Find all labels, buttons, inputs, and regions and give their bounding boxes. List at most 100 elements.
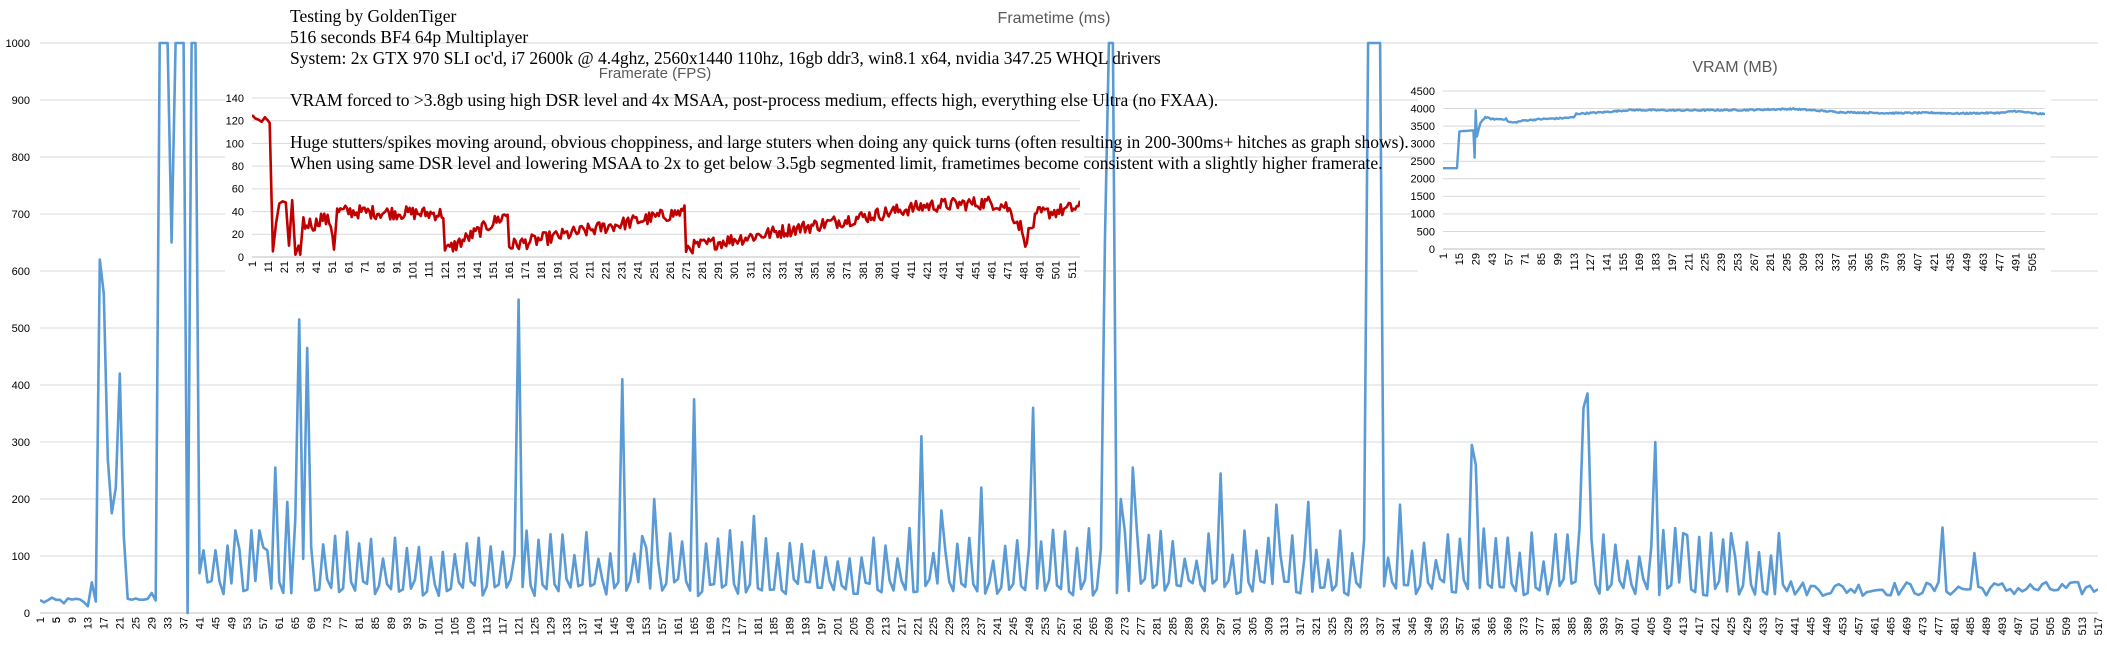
x-tick-label: 185 bbox=[769, 617, 781, 635]
x-tick-label: 333 bbox=[1359, 617, 1371, 635]
x-tick-label: 225 bbox=[1700, 253, 1712, 271]
x-tick-label: 281 bbox=[697, 261, 709, 279]
y-tick-label: 1000 bbox=[6, 38, 30, 50]
x-tick-label: 21 bbox=[115, 617, 127, 629]
x-tick-label: 99 bbox=[1552, 253, 1564, 265]
x-tick-label: 421 bbox=[1929, 253, 1941, 271]
x-tick-label: 477 bbox=[1933, 617, 1945, 635]
x-tick-label: 165 bbox=[689, 617, 701, 635]
x-tick-label: 277 bbox=[1136, 617, 1148, 635]
x-tick-label: 305 bbox=[1247, 617, 1259, 635]
x-tick-label: 51 bbox=[327, 261, 339, 273]
x-tick-label: 361 bbox=[1471, 617, 1483, 635]
x-tick-label: 341 bbox=[793, 261, 805, 279]
x-tick-label: 101 bbox=[408, 261, 420, 279]
x-tick-label: 281 bbox=[1765, 253, 1777, 271]
x-tick-label: 281 bbox=[1152, 617, 1164, 635]
x-tick-label: 73 bbox=[322, 617, 334, 629]
vram-chart: VRAM (MB) 0 500 1000 1500 2000 2500 3000 3500 400… bbox=[1411, 50, 2051, 300]
x-tick-label: 113 bbox=[482, 617, 494, 635]
x-tick-label: 361 bbox=[826, 261, 838, 279]
x-tick-label: 233 bbox=[960, 617, 972, 635]
notes-gap bbox=[290, 69, 1430, 90]
x-tick-label: 441 bbox=[1790, 617, 1802, 635]
x-tick-label: 295 bbox=[1782, 253, 1794, 271]
chart-title: Frametime (ms) bbox=[998, 10, 1111, 27]
x-tick-label: 133 bbox=[561, 617, 573, 635]
x-tick-label: 289 bbox=[1184, 617, 1196, 635]
y-tick-label: 300 bbox=[12, 437, 30, 449]
x-tick-label: 105 bbox=[450, 617, 462, 635]
x-tick-label: 501 bbox=[1051, 261, 1063, 279]
x-tick-label: 257 bbox=[1056, 617, 1068, 635]
x-tick-label: 431 bbox=[938, 261, 950, 279]
x-tick-label: 5 bbox=[51, 617, 63, 623]
y-tick-label: 3500 bbox=[1411, 121, 1435, 133]
x-tick-label: 21 bbox=[279, 261, 291, 273]
x-tick-label: 129 bbox=[545, 617, 557, 635]
x-tick-label: 457 bbox=[1854, 617, 1866, 635]
x-tick-label: 81 bbox=[375, 261, 387, 273]
x-tick-label: 337 bbox=[1831, 253, 1843, 271]
x-tick-label: 213 bbox=[880, 617, 892, 635]
x-tick-label: 453 bbox=[1838, 617, 1850, 635]
x-tick-label: 91 bbox=[392, 261, 404, 273]
y-tick-label: 60 bbox=[232, 184, 244, 196]
y-tick-label: 500 bbox=[12, 323, 30, 335]
x-tick-label: 401 bbox=[890, 261, 902, 279]
x-tick-label: 369 bbox=[1503, 617, 1515, 635]
x-tick-label: 353 bbox=[1439, 617, 1451, 635]
y-tick-label: 4000 bbox=[1411, 103, 1435, 115]
x-tick-label: 125 bbox=[529, 617, 541, 635]
x-tick-label: 205 bbox=[848, 617, 860, 635]
x-tick-label: 309 bbox=[1263, 617, 1275, 635]
y-tick-label: 400 bbox=[12, 380, 30, 392]
x-tick-label: 445 bbox=[1806, 617, 1818, 635]
y-tick-label: 100 bbox=[226, 138, 244, 150]
x-tick-label: 471 bbox=[1003, 261, 1015, 279]
x-tick-label: 449 bbox=[1962, 253, 1974, 271]
x-tick-label: 121 bbox=[440, 261, 452, 279]
x-tick-label: 421 bbox=[1710, 617, 1722, 635]
x-tick-label: 323 bbox=[1814, 253, 1826, 271]
x-tick-label: 77 bbox=[338, 617, 350, 629]
x-tick-label: 61 bbox=[343, 261, 355, 273]
series-line bbox=[40, 41, 2098, 615]
x-tick-label: 101 bbox=[434, 617, 446, 635]
x-tick-label: 131 bbox=[456, 261, 468, 279]
x-tick-label: 29 bbox=[1471, 253, 1483, 265]
x-tick-label: 241 bbox=[633, 261, 645, 279]
x-tick-label: 41 bbox=[194, 617, 206, 629]
x-tick-label: 1 bbox=[1438, 253, 1450, 259]
x-tick-label: 491 bbox=[2011, 253, 2023, 271]
x-tick-label: 351 bbox=[1847, 253, 1859, 271]
x-tick-label: 393 bbox=[1896, 253, 1908, 271]
x-tick-label: 321 bbox=[1311, 617, 1323, 635]
notes-observations: Huge stutters/spikes moving around, obvi… bbox=[290, 132, 1409, 173]
x-tick-label: 211 bbox=[1683, 253, 1695, 271]
x-tick-label: 491 bbox=[1035, 261, 1047, 279]
x-tick-label: 321 bbox=[761, 261, 773, 279]
y-tick-label: 500 bbox=[1417, 226, 1435, 238]
x-tick-label: 267 bbox=[1749, 253, 1761, 271]
x-tick-label: 501 bbox=[2029, 617, 2041, 635]
x-tick-label: 407 bbox=[1912, 253, 1924, 271]
y-tick-label: 0 bbox=[24, 608, 30, 620]
y-tick-label: 1500 bbox=[1411, 191, 1435, 203]
x-tick-label: 371 bbox=[842, 261, 854, 279]
x-tick-label: 469 bbox=[1901, 617, 1913, 635]
x-tick-label: 373 bbox=[1519, 617, 1531, 635]
x-tick-label: 191 bbox=[552, 261, 564, 279]
x-tick-label: 61 bbox=[274, 617, 286, 629]
x-tick-label: 171 bbox=[520, 261, 532, 279]
x-tick-label: 155 bbox=[1618, 253, 1630, 271]
x-tick-label: 197 bbox=[817, 617, 829, 635]
x-tick-label: 401 bbox=[1630, 617, 1642, 635]
x-tick-label: 465 bbox=[1885, 617, 1897, 635]
y-tick-label: 140 bbox=[226, 93, 244, 105]
x-tick-label: 117 bbox=[498, 617, 510, 635]
x-tick-label: 209 bbox=[864, 617, 876, 635]
x-tick-label: 477 bbox=[1994, 253, 2006, 271]
